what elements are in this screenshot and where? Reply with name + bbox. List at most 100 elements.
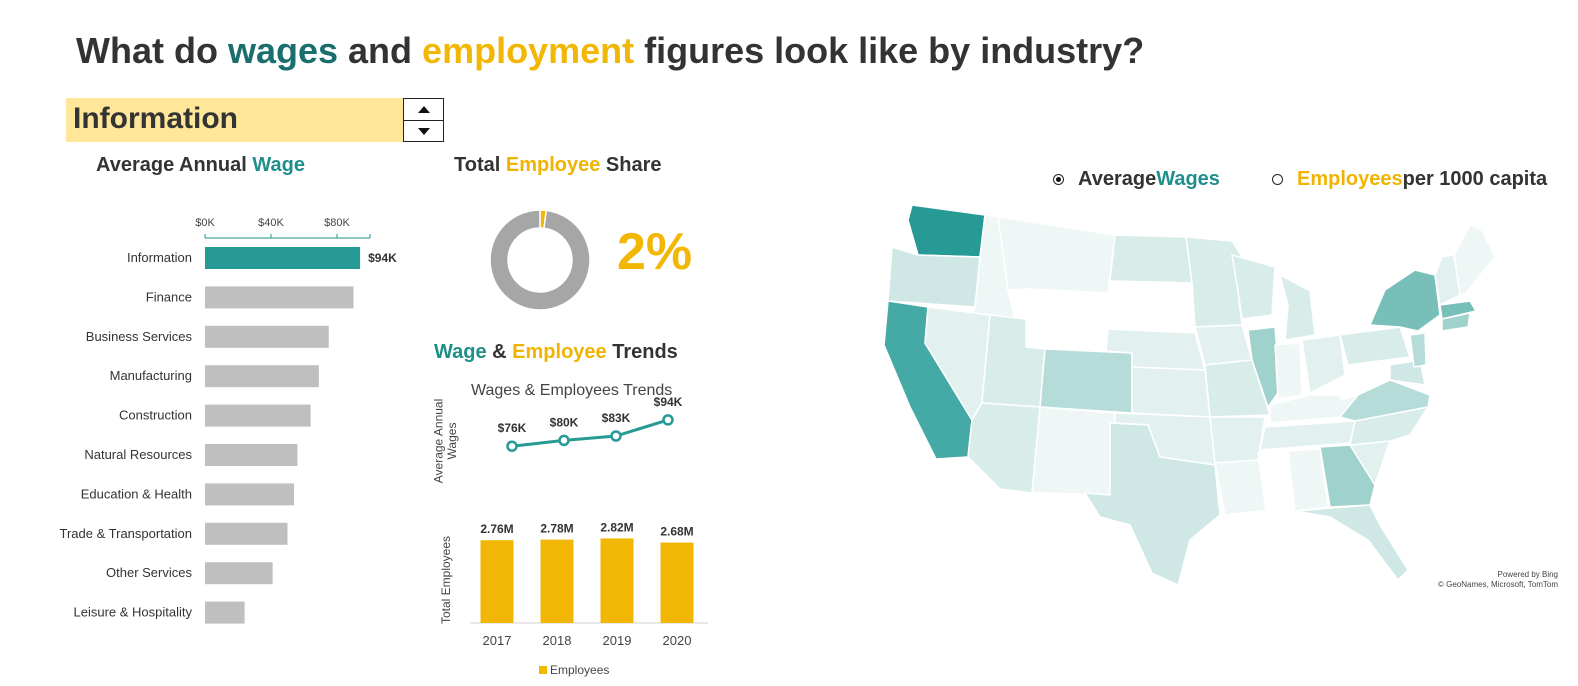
wage-trend-label: $83K bbox=[602, 411, 631, 425]
map-state-pennsylvania bbox=[1339, 326, 1411, 366]
spin-down-button[interactable] bbox=[404, 121, 443, 142]
map-state-wyoming bbox=[1025, 288, 1109, 356]
spin-up-button[interactable] bbox=[404, 99, 443, 121]
wage-trend-point bbox=[506, 440, 518, 452]
bar bbox=[205, 522, 288, 545]
bar-axis-tick-label: $0K bbox=[195, 217, 215, 229]
page-title: What do wages and employment figures loo… bbox=[76, 30, 1145, 71]
map-state-new-york bbox=[1369, 269, 1441, 332]
bar bbox=[205, 444, 298, 466]
line-y-axis-label: Average AnnualWages bbox=[431, 399, 459, 484]
map-state-texas bbox=[1084, 422, 1221, 586]
wage-trend-point bbox=[558, 434, 570, 447]
bar-category-label: Manufacturing bbox=[110, 368, 192, 383]
legend-label: Employees bbox=[550, 663, 610, 677]
wage-trend-label: $80K bbox=[550, 415, 579, 429]
share-percentage: 2% bbox=[617, 223, 693, 281]
radio-unselected-icon bbox=[1272, 174, 1283, 185]
map-attribution: Powered by Bing © GeoNames, Microsoft, To… bbox=[1438, 570, 1558, 589]
map-state-wisconsin bbox=[1231, 254, 1276, 320]
employee-bar bbox=[540, 539, 574, 623]
bar-category-label: Education & Health bbox=[81, 486, 192, 501]
map-state-kansas bbox=[1131, 366, 1211, 418]
bar-category-label: Leisure & Hospitality bbox=[74, 605, 193, 620]
bar-category-label: Other Services bbox=[106, 565, 192, 580]
bar-axis-tick-label: $40K bbox=[258, 217, 284, 229]
wage-line-chart: Average AnnualWages $76K $80K $83K $94K bbox=[431, 395, 683, 484]
bar bbox=[205, 286, 354, 309]
bar-category-label: Construction bbox=[119, 408, 192, 423]
wage-trend-point bbox=[610, 430, 622, 442]
map-state-florida bbox=[1294, 504, 1409, 581]
map-state-ohio bbox=[1301, 334, 1346, 394]
employee-bar-label: 2.76M bbox=[480, 522, 513, 536]
radio-selected-icon bbox=[1053, 174, 1064, 185]
employee-bar-label: 2.82M bbox=[600, 520, 633, 534]
bar-category-label: Finance bbox=[146, 289, 192, 304]
map-state-montana bbox=[997, 216, 1116, 294]
bar bbox=[205, 325, 329, 348]
wage-trend-line bbox=[511, 418, 669, 448]
bar bbox=[205, 365, 319, 388]
chart-legend: Employees bbox=[539, 663, 609, 677]
map-state-washington bbox=[907, 204, 986, 258]
wage-trend-label: $94K bbox=[654, 395, 683, 409]
wage-chart-title: Average Annual Wage bbox=[96, 154, 305, 176]
map-state-maine bbox=[1453, 224, 1496, 296]
employee-share-donut bbox=[489, 209, 591, 311]
map-state-alabama bbox=[1287, 448, 1329, 512]
arrow-up-icon bbox=[417, 106, 430, 113]
map-state-connecticut-ri bbox=[1441, 312, 1471, 332]
map-state-illinois bbox=[1247, 326, 1281, 408]
bar-category-label: Information bbox=[127, 250, 192, 265]
line-chart-title: Wages & Employees Trends bbox=[471, 382, 673, 399]
legend-swatch bbox=[539, 666, 547, 674]
wage-trend-point bbox=[662, 414, 674, 426]
map-state-iowa bbox=[1194, 324, 1253, 366]
column-x-label: 2020 bbox=[663, 633, 692, 648]
radio-employees-per-capita[interactable]: Employees per 1000 capita bbox=[1272, 168, 1547, 191]
map-state-oregon bbox=[887, 246, 981, 308]
map-state-massachusetts bbox=[1439, 300, 1477, 320]
donut-slice bbox=[489, 209, 591, 311]
industry-selector[interactable]: Information bbox=[66, 98, 403, 142]
map-state-colorado bbox=[1039, 348, 1133, 414]
industry-spinner[interactable] bbox=[403, 98, 444, 142]
wage-bar-chart: $0K $40K $80K Information $94K Finance Busines… bbox=[60, 217, 397, 624]
bar-axis-tick-label: $80K bbox=[324, 217, 350, 229]
employee-bar bbox=[600, 538, 634, 623]
employee-bar bbox=[480, 540, 514, 623]
share-title: Total Employee Share bbox=[454, 154, 662, 176]
map-state-michigan bbox=[1279, 274, 1316, 341]
column-x-label: 2018 bbox=[543, 633, 572, 648]
bar-category-label: Trade & Transportation bbox=[60, 526, 192, 541]
radio-average-wages[interactable]: Average Wages bbox=[1053, 168, 1220, 191]
map-state-north-dakota bbox=[1109, 234, 1193, 284]
map-state-west-virginia bbox=[1339, 366, 1386, 401]
map-state-arkansas bbox=[1209, 416, 1266, 464]
map-state-south-dakota bbox=[1107, 280, 1196, 334]
bar-category-label: Business Services bbox=[86, 329, 193, 344]
map-state-mississippi bbox=[1257, 450, 1289, 514]
map-state-georgia bbox=[1319, 444, 1376, 508]
industry-selector-value: Information bbox=[73, 102, 238, 135]
bar bbox=[205, 562, 273, 585]
bar bbox=[205, 404, 311, 427]
column-x-label: 2019 bbox=[603, 633, 632, 648]
bar-highlight bbox=[205, 247, 361, 269]
bar-value-label: $94K bbox=[368, 251, 397, 265]
bar bbox=[205, 483, 295, 506]
employee-bar-label: 2.78M bbox=[540, 522, 573, 536]
trend-title: Wage & Employee Trends bbox=[434, 341, 678, 363]
map-state-arizona bbox=[967, 402, 1041, 494]
arrow-down-icon bbox=[417, 128, 430, 135]
bar bbox=[205, 601, 245, 624]
wage-trend-label: $76K bbox=[498, 421, 527, 435]
employee-bar-label: 2.68M bbox=[660, 525, 693, 539]
employee-bar bbox=[660, 542, 694, 623]
map-state-new-jersey bbox=[1409, 332, 1427, 368]
us-choropleth-map[interactable] bbox=[870, 195, 1510, 590]
map-state-indiana bbox=[1274, 342, 1303, 400]
map-state-new-mexico bbox=[1031, 406, 1116, 496]
bar-category-label: Natural Resources bbox=[84, 447, 192, 462]
